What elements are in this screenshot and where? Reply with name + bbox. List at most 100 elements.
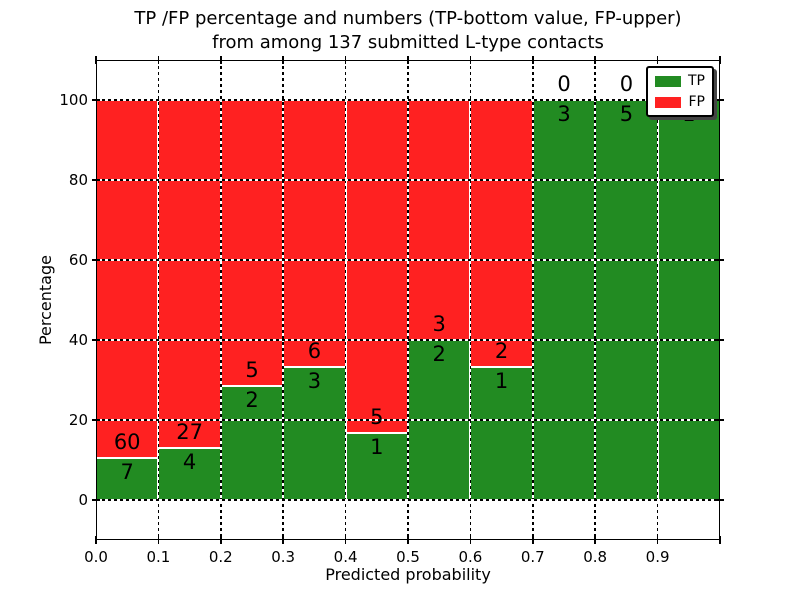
gridline-vertical — [220, 60, 222, 540]
y-tick-mark-left — [92, 419, 100, 421]
y-tick-mark-right — [716, 419, 724, 421]
bar-tp-segment — [532, 100, 596, 500]
bar-fp-segment — [158, 100, 221, 449]
gridline-horizontal — [96, 419, 720, 421]
y-tick-mark-right — [716, 499, 724, 501]
fp-count-label: 60 — [113, 430, 141, 455]
gridline-vertical — [344, 60, 347, 540]
x-tick-mark-bottom — [594, 536, 596, 544]
x-tick-mark-bottom — [95, 536, 97, 544]
x-tick-mark-bottom — [157, 536, 160, 544]
legend-swatch-fp — [655, 96, 681, 108]
y-tick-label: 20 — [68, 411, 88, 429]
y-tick-mark-right — [716, 339, 724, 341]
tp-count-label: 3 — [557, 102, 571, 126]
y-tick-mark-left — [92, 99, 100, 101]
bar-fp-segment — [408, 100, 471, 340]
gridline-horizontal — [96, 179, 720, 181]
gridline-horizontal — [96, 499, 720, 501]
fp-count-label: 5 — [245, 357, 259, 382]
tp-count-label: 7 — [120, 460, 134, 485]
gridline-horizontal — [96, 259, 720, 261]
bar-tp-segment — [158, 448, 221, 500]
gridline-vertical — [282, 60, 284, 540]
legend-label-tp: TP — [688, 73, 705, 89]
bar-fp-segment — [96, 100, 159, 459]
fp-count-label: 27 — [176, 420, 203, 445]
x-tick-label: 0.2 — [208, 548, 233, 566]
x-tick-mark-bottom — [469, 536, 472, 544]
x-tick-label: 0.3 — [271, 548, 296, 566]
tp-count-label: 4 — [182, 450, 197, 475]
y-tick-mark-right — [716, 99, 724, 101]
x-tick-mark-bottom — [282, 536, 284, 544]
bar-fp-segment — [470, 100, 533, 367]
bar-fp-segment — [220, 100, 284, 386]
tp-count-label: 3 — [307, 368, 322, 393]
gridline-horizontal — [96, 339, 720, 341]
legend: TP FP — [646, 66, 714, 117]
bar-tp-segment — [657, 100, 720, 500]
x-tick-mark-top — [282, 56, 284, 64]
y-tick-mark-left — [92, 499, 100, 501]
y-tick-mark-right — [716, 179, 724, 181]
gridline-vertical — [656, 60, 659, 540]
bar-fp-segment — [283, 100, 346, 367]
y-tick-label: 0 — [78, 491, 88, 509]
legend-label-fp: FP — [688, 94, 706, 110]
gridline-horizontal — [96, 99, 720, 101]
y-tick-mark-left — [92, 179, 100, 181]
x-tick-mark-bottom — [407, 536, 409, 544]
x-tick-label: 0.5 — [396, 548, 420, 566]
fp-count-label: 0 — [619, 72, 634, 96]
x-tick-label: 0.4 — [333, 548, 358, 566]
x-tick-mark-top — [220, 56, 222, 64]
gridline-vertical — [157, 60, 160, 540]
x-tick-mark-bottom — [719, 536, 721, 544]
x-tick-mark-bottom — [344, 536, 347, 544]
y-tick-mark-left — [92, 259, 100, 261]
legend-row: TP — [655, 74, 705, 88]
plot-area: 6072745263513221030501 — [92, 56, 724, 544]
x-tick-label: 0.9 — [645, 548, 670, 566]
fp-count-label: 5 — [370, 405, 384, 430]
x-tick-label: 0.0 — [84, 548, 108, 566]
gridline-vertical — [407, 60, 409, 540]
chart-title-line1: TP /FP percentage and numbers (TP-bottom… — [134, 8, 682, 29]
y-tick-label: 40 — [68, 331, 88, 349]
tp-count-label: 2 — [432, 342, 446, 366]
bar-fp-segment — [345, 100, 408, 434]
x-tick-mark-bottom — [220, 536, 222, 544]
chart-title-line2: from among 137 submitted L-type contacts — [212, 32, 604, 53]
fp-count-label: 2 — [494, 338, 509, 363]
gridline-vertical — [469, 60, 472, 540]
x-tick-mark-top — [407, 56, 409, 64]
x-axis-label: Predicted probability — [325, 565, 491, 584]
gridline-vertical — [532, 60, 534, 540]
x-tick-mark-top — [469, 56, 472, 64]
x-tick-label: 0.7 — [520, 548, 545, 566]
x-tick-label: 0.1 — [146, 548, 171, 566]
legend-row: FP — [655, 95, 705, 109]
x-tick-mark-top — [656, 56, 659, 64]
fp-count-label: 3 — [432, 312, 446, 336]
y-axis-label: Percentage — [36, 255, 55, 346]
legend-swatch-tp — [655, 75, 681, 87]
gridline-vertical — [594, 60, 596, 540]
x-tick-mark-top — [594, 56, 596, 64]
tp-count-label: 5 — [619, 102, 634, 126]
y-tick-mark-left — [92, 339, 100, 341]
y-tick-label: 60 — [68, 251, 88, 269]
x-tick-mark-top — [344, 56, 347, 64]
x-tick-mark-bottom — [532, 536, 534, 544]
x-tick-mark-top — [719, 56, 721, 64]
bar-tp-segment — [595, 100, 658, 500]
tp-count-label: 2 — [245, 387, 259, 412]
y-tick-mark-right — [716, 259, 724, 261]
y-tick-label: 80 — [68, 171, 88, 189]
x-tick-mark-top — [157, 56, 160, 64]
x-tick-mark-top — [532, 56, 534, 64]
fp-count-label: 0 — [557, 72, 571, 96]
fp-count-label: 6 — [307, 338, 322, 363]
